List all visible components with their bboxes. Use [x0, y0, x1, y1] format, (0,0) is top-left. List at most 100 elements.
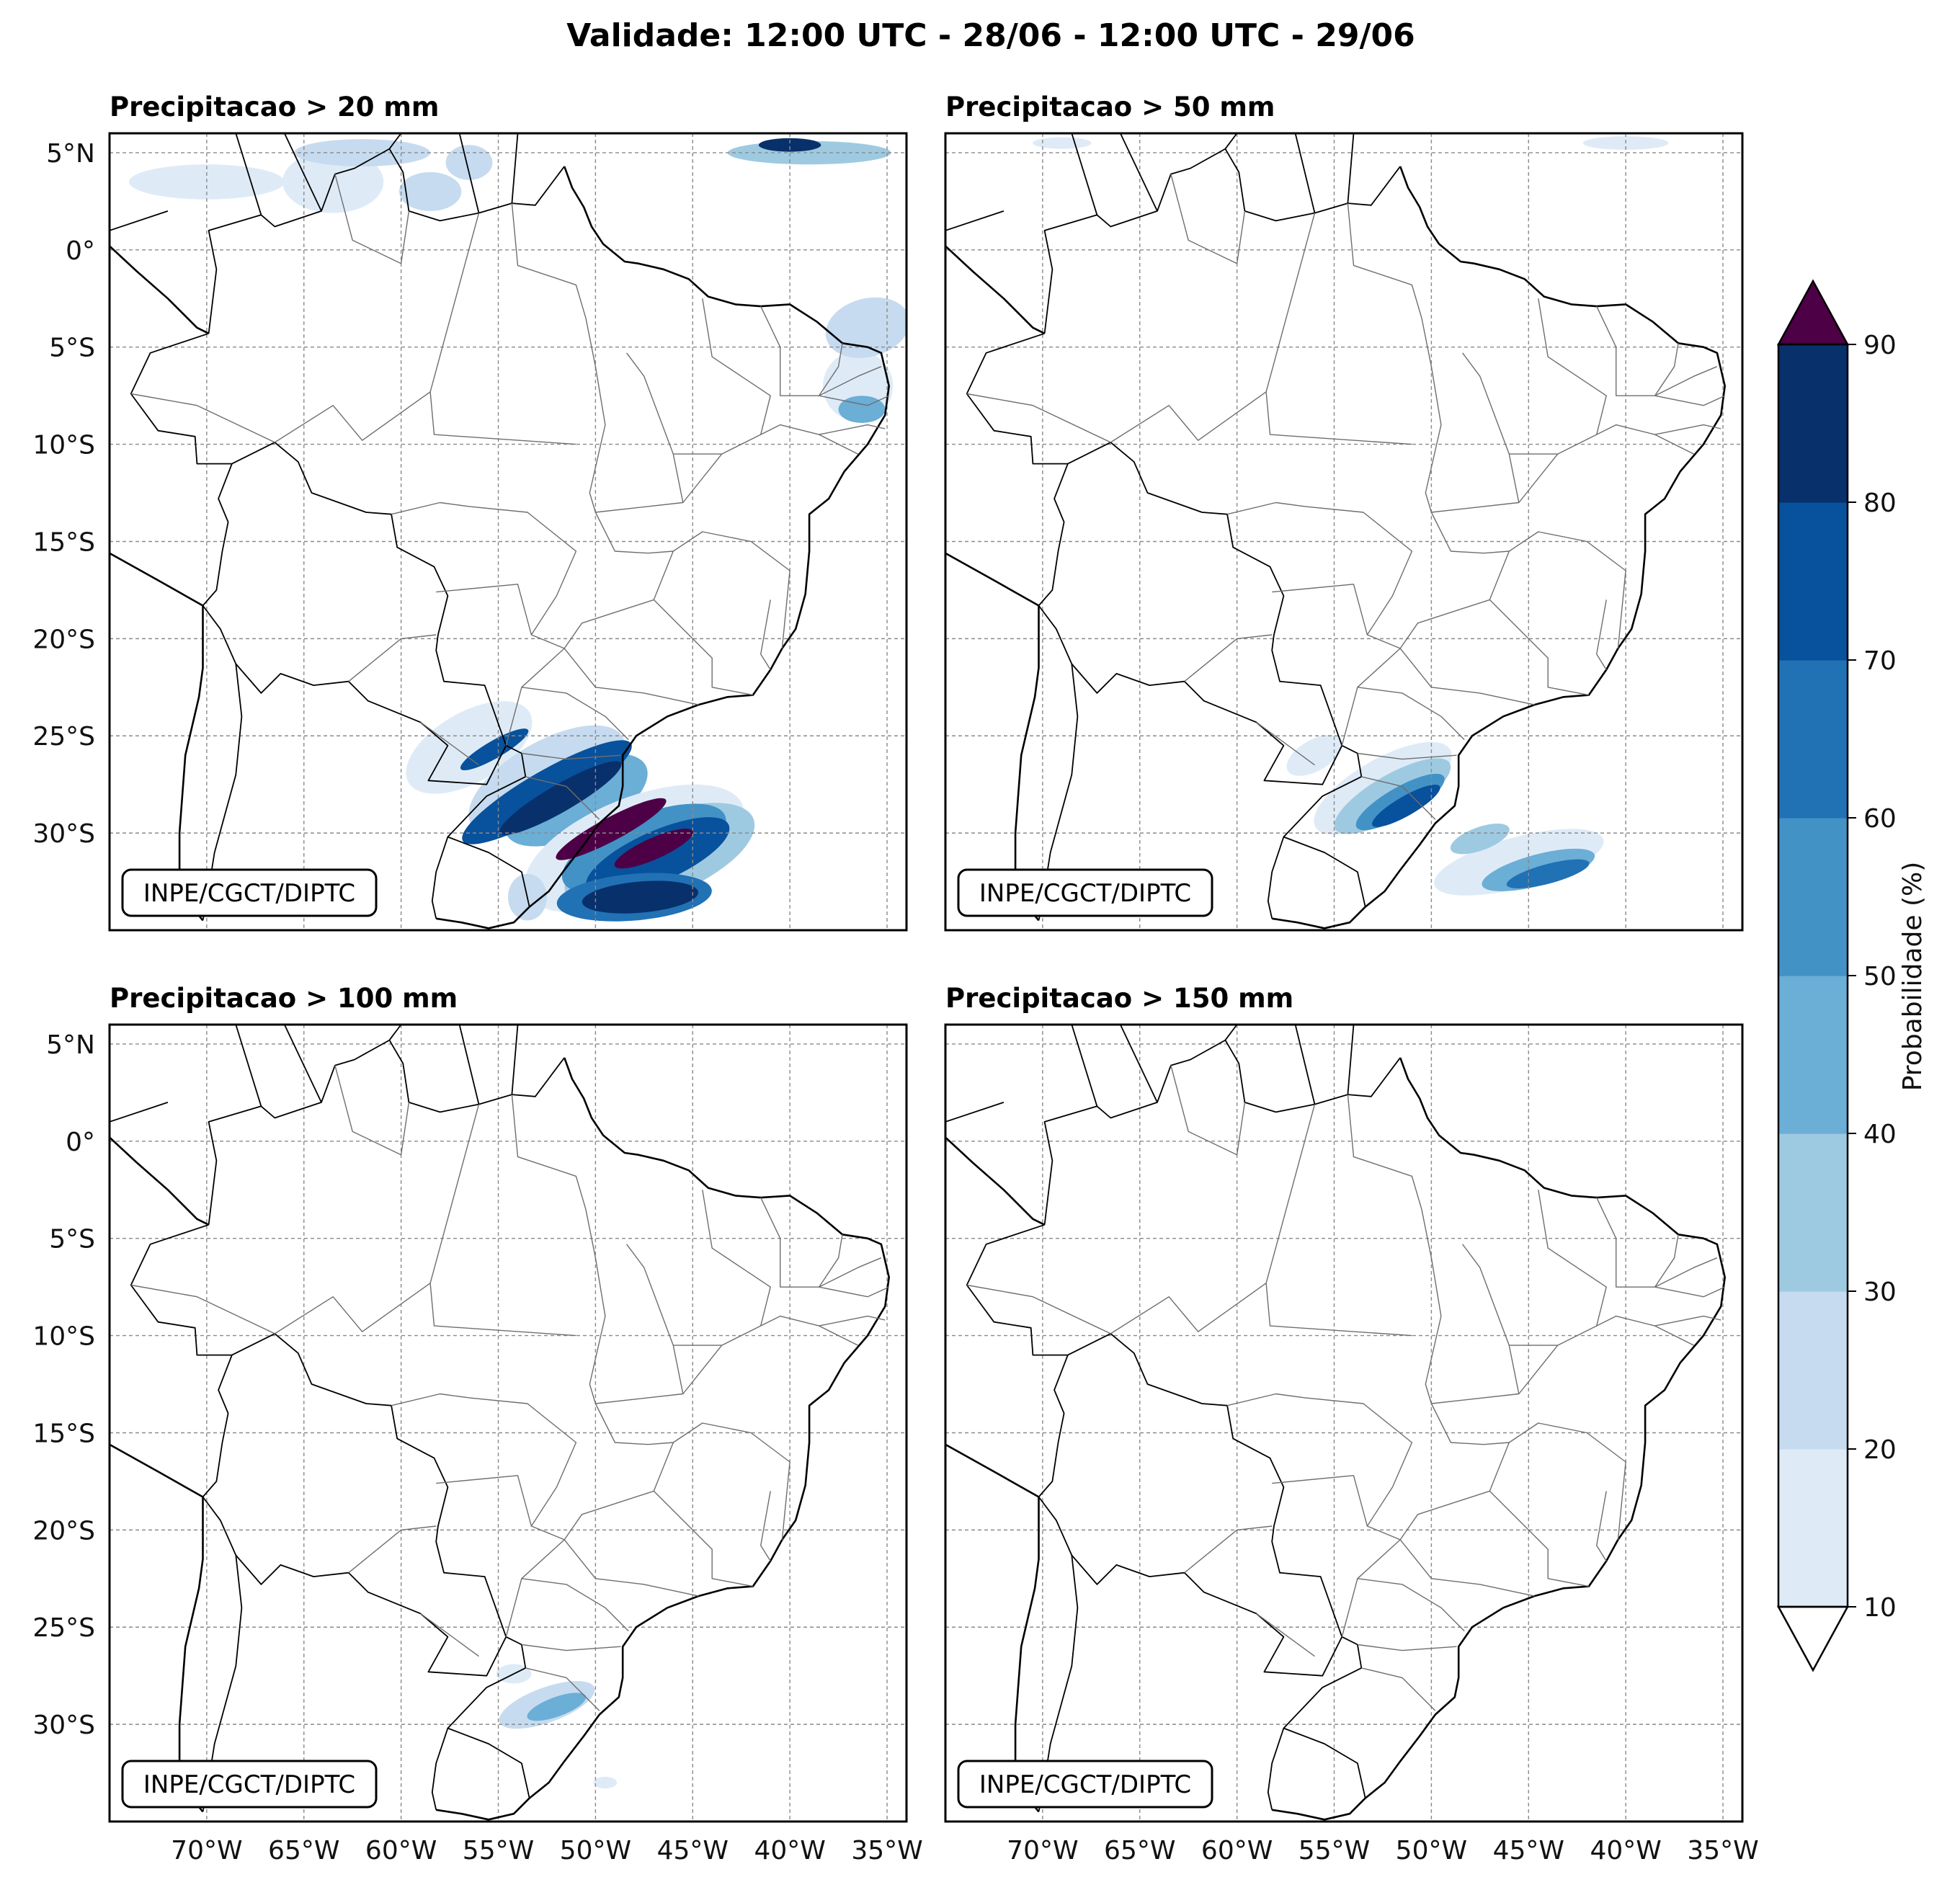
state-border — [1184, 634, 1273, 682]
colorbar-segment — [1778, 1291, 1848, 1450]
country-border — [110, 1102, 169, 1123]
colorbar-extend-under — [1776, 1605, 1850, 1672]
precip-probability-shading — [129, 138, 906, 922]
colorbar-tick-label: 90 — [1863, 331, 1897, 360]
state-border — [1538, 1190, 1607, 1327]
lon-tick-label: 50°W — [1396, 1836, 1467, 1865]
state-border — [511, 203, 587, 318]
coastline-west — [945, 1443, 1040, 1813]
state-border — [760, 306, 843, 396]
state-border — [1596, 306, 1679, 396]
state-border — [521, 752, 621, 760]
precip-area — [1506, 859, 1590, 888]
state-border — [1226, 1393, 1413, 1637]
state-border — [653, 599, 754, 696]
lon-tick-label: 60°W — [365, 1836, 437, 1865]
lon-tick-label: 70°W — [171, 1836, 242, 1865]
state-border — [819, 424, 886, 435]
country-border — [458, 133, 480, 213]
state-border — [429, 1104, 480, 1283]
state-border — [1654, 1315, 1721, 1327]
colorbar-tick-label: 20 — [1863, 1435, 1897, 1465]
map-panel-2: Precipitacao > 50 mm INPE/CGCT/DIPTC — [944, 92, 1744, 932]
precip-area — [614, 829, 693, 869]
country-border — [1043, 1039, 1401, 1225]
country-border — [511, 133, 519, 204]
precip-area — [1286, 734, 1343, 776]
precip-probability-shading — [496, 1664, 618, 1789]
state-border — [274, 391, 576, 445]
country-border — [966, 1223, 1366, 1798]
state-border — [760, 1197, 843, 1288]
map-frame — [108, 1023, 908, 1823]
precip-area — [582, 880, 699, 914]
state-border — [1357, 1644, 1457, 1651]
state-border — [819, 1286, 889, 1298]
lat-tick-label: 20°S — [32, 1516, 95, 1546]
gridlines — [945, 133, 1742, 930]
coastline-west — [945, 552, 1040, 922]
precip-area — [527, 1693, 587, 1721]
country-border — [283, 1025, 322, 1103]
lon-tick-label: 60°W — [1201, 1836, 1273, 1865]
state-border — [1265, 213, 1316, 392]
country-border — [1038, 1496, 1343, 1677]
state-border — [1399, 1403, 1510, 1541]
precip-area — [460, 728, 529, 771]
country-border — [1224, 1025, 1238, 1041]
country-border — [1071, 133, 1098, 215]
lon-tick-label: 65°W — [268, 1836, 339, 1865]
country-border — [945, 210, 1004, 231]
lon-tick-label: 70°W — [1007, 1836, 1078, 1865]
colorbar-tick-label: 10 — [1863, 1593, 1897, 1623]
country-border — [202, 1355, 233, 1498]
state-border — [819, 1257, 882, 1288]
state-border — [682, 424, 858, 503]
country-border — [966, 332, 1366, 907]
colorbar-segment — [1778, 1449, 1848, 1608]
state-border — [1357, 1578, 1465, 1632]
colorbar-label: Probabilidade (%) — [1898, 862, 1928, 1092]
country-border — [1294, 133, 1316, 213]
state-border — [1110, 391, 1412, 445]
map-panel-4: Precipitacao > 150 mm 70°W 65°W 60°W 55°W 50°… — [944, 983, 1759, 1865]
country-border — [1119, 133, 1158, 212]
colorbar-tick-label: 30 — [1863, 1278, 1897, 1307]
panel-title: Precipitacao > 50 mm — [945, 92, 1275, 122]
state-border — [1399, 512, 1510, 649]
state-border — [429, 213, 480, 392]
country-border — [511, 1025, 519, 1095]
state-border — [1508, 531, 1626, 648]
country-border — [388, 133, 402, 150]
country-border — [202, 1496, 507, 1677]
state-border — [702, 1190, 771, 1327]
state-border — [760, 1491, 771, 1561]
precip-area — [838, 396, 886, 423]
country-border — [1267, 1728, 1285, 1810]
country-border — [283, 133, 322, 212]
state-border — [1170, 1065, 1246, 1156]
lat-tick-label: 25°S — [32, 1613, 95, 1643]
state-border — [391, 501, 577, 746]
state-border — [525, 776, 600, 820]
state-border — [420, 721, 479, 766]
panel-title: Precipitacao > 150 mm — [945, 983, 1293, 1014]
state-border — [1170, 174, 1246, 264]
country-border — [1038, 463, 1069, 607]
state-border — [1654, 395, 1725, 406]
state-border — [1399, 648, 1535, 705]
precip-area — [758, 138, 821, 152]
lat-tick-label: 0° — [66, 1128, 95, 1157]
lat-tick-label: 30°S — [32, 819, 95, 849]
colorbar-tick-label: 70 — [1863, 646, 1897, 676]
state-border — [564, 1403, 674, 1541]
country-border — [1294, 1025, 1316, 1105]
state-border — [521, 1644, 621, 1651]
precip-area — [593, 1776, 618, 1789]
source-badge — [121, 868, 378, 917]
state-border — [334, 174, 410, 264]
colorbar-tick-label: 50 — [1863, 962, 1897, 991]
map-frame — [944, 1023, 1744, 1823]
colorbar-segment — [1778, 660, 1848, 819]
lat-tick-label: 5°N — [46, 1030, 95, 1060]
